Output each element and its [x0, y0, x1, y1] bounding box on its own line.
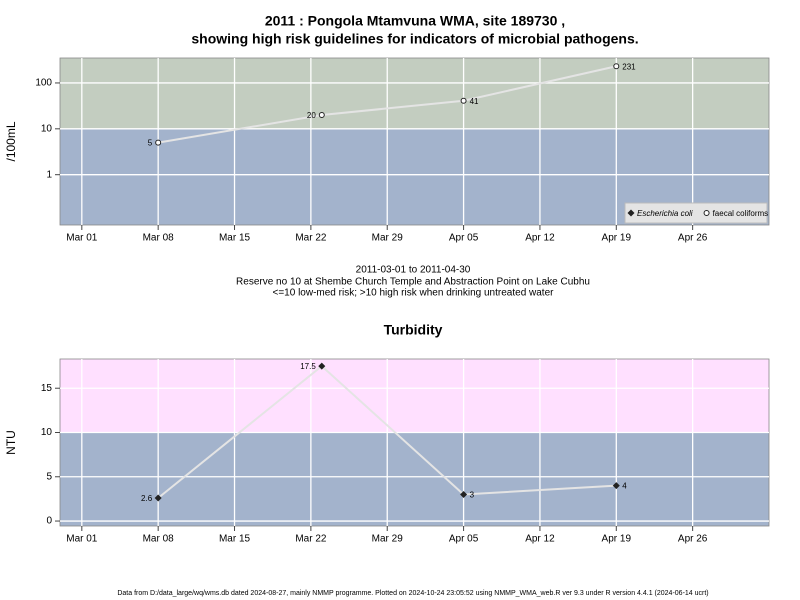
data-label: 41 [470, 97, 479, 106]
legend-box [624, 202, 768, 224]
data-label: 17.5 [300, 362, 316, 371]
point [460, 490, 468, 498]
point [460, 97, 467, 104]
data-label: 5 [148, 139, 153, 148]
data-label: 2.6 [141, 494, 153, 503]
y-tick-label: 1 [46, 169, 52, 180]
x-tick-label: Apr 12 [525, 233, 555, 244]
x-tick-label: Apr 05 [449, 534, 479, 545]
y-tick-label: 100 [35, 78, 52, 89]
point [318, 362, 326, 370]
x-tick-label: Mar 08 [143, 233, 175, 244]
data-label: 4 [622, 482, 627, 491]
y-axis-label: /100mL [4, 121, 18, 161]
page-subtitle: showing high risk guidelines for indicat… [191, 31, 638, 47]
x-tick-label: Apr 26 [678, 534, 708, 545]
x-tick-label: Apr 12 [525, 534, 555, 545]
footer: Data from D:/data_large/wq/wms.db dated … [117, 590, 708, 597]
x-tick-label: Mar 22 [295, 233, 327, 244]
y-tick-label: 10 [41, 123, 53, 134]
band-low [60, 432, 769, 526]
x-tick-label: Apr 19 [602, 534, 632, 545]
note: Reserve no 10 at Shembe Church Temple an… [236, 277, 590, 288]
plot-frame [59, 358, 770, 527]
legend-marker [703, 210, 710, 216]
band-high [60, 58, 769, 129]
x-tick-label: Mar 08 [143, 534, 175, 545]
x-tick-label: Mar 29 [372, 534, 404, 545]
data-label: 20 [307, 111, 316, 120]
y-axis-label: NTU [4, 430, 18, 455]
note: <=10 low-med risk; >10 high risk when dr… [273, 288, 555, 299]
y-tick-label: 0 [46, 516, 52, 527]
data-label: 3 [470, 491, 475, 500]
point [154, 494, 162, 502]
y-tick-label: 5 [46, 471, 52, 482]
data-label: 231 [622, 62, 636, 71]
x-tick-label: Apr 19 [602, 233, 632, 244]
x-tick-label: Mar 29 [372, 233, 404, 244]
y-tick-label: 10 [41, 427, 53, 438]
series: 5 20 41 231 [148, 62, 636, 147]
point [155, 139, 162, 146]
page-title: 2011 : Pongola Mtamvuna WMA, site 189730… [265, 13, 565, 29]
legend-marker [627, 209, 635, 217]
point [613, 63, 620, 70]
series-line [157, 364, 617, 499]
chart-title: Turbidity [384, 322, 443, 338]
x-tick-label: Apr 05 [449, 233, 479, 244]
legend-label: Escherichia coli [637, 209, 693, 218]
plot-frame [59, 57, 770, 226]
band-high [60, 359, 769, 433]
x-tick-label: Mar 15 [219, 233, 251, 244]
note: 2011-03-01 to 2011-04-30 [356, 265, 471, 276]
y-tick-label: 15 [41, 383, 53, 394]
legend-label: faecal coliforms [713, 209, 769, 218]
series: 2.6 17.5 3 4 [141, 362, 627, 503]
point [612, 482, 620, 490]
point [318, 112, 325, 119]
x-tick-label: Mar 15 [219, 534, 251, 545]
x-tick-label: Apr 26 [678, 233, 708, 244]
series-line [158, 65, 617, 144]
x-tick-label: Mar 01 [66, 233, 98, 244]
x-tick-label: Mar 22 [295, 534, 327, 545]
x-tick-label: Mar 01 [66, 534, 98, 545]
